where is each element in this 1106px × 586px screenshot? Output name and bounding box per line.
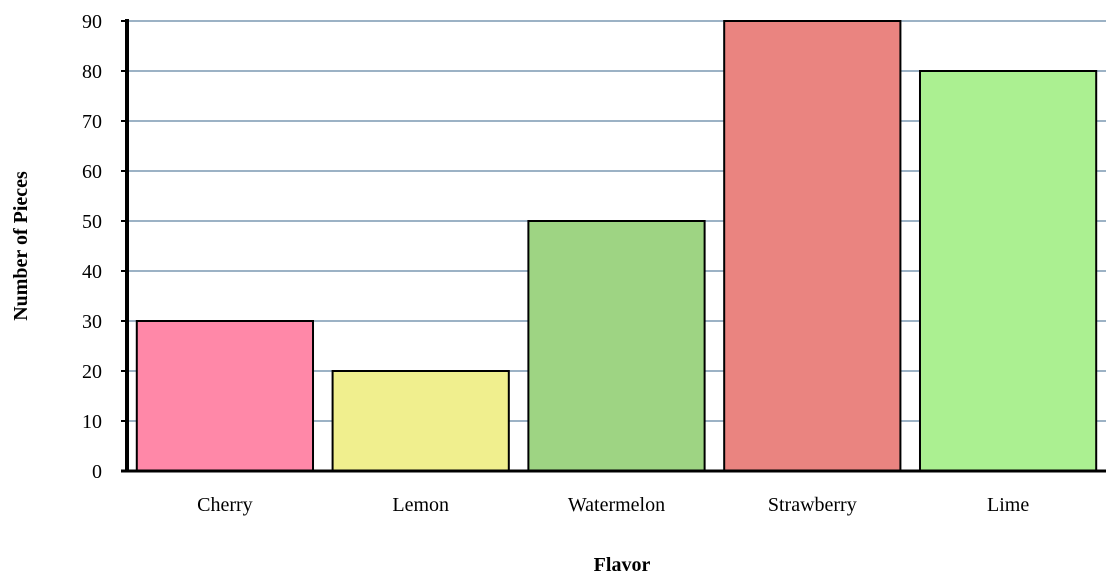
x-tick-labels: Cherry Lemon Watermelon Strawberry Lime [197, 494, 1029, 516]
x-tick-label: Lime [987, 494, 1029, 516]
y-tick-label: 90 [82, 11, 102, 33]
x-tick-label: Lemon [392, 494, 449, 516]
y-tick-label: 40 [82, 261, 102, 283]
bar-strawberry [723, 20, 902, 472]
bar-cherry [135, 320, 315, 472]
x-tick-label: Cherry [197, 494, 253, 516]
bar-lime [918, 70, 1098, 472]
y-tick-label: 50 [82, 211, 102, 233]
y-tick-label: 30 [82, 311, 102, 333]
x-tick-label: Watermelon [568, 494, 665, 516]
y-tick-label: 20 [82, 361, 102, 383]
x-axis-title: Flavor [594, 554, 651, 576]
y-tick-label: 80 [82, 61, 102, 83]
axes [121, 19, 1106, 473]
bar-watermelon [527, 220, 706, 472]
y-tick-label: 60 [82, 161, 102, 183]
x-tick-label: Strawberry [768, 494, 857, 516]
y-tick-labels: 0 10 20 30 40 50 60 70 80 90 [82, 11, 102, 483]
bars [135, 20, 1098, 472]
y-tick-label: 10 [82, 411, 102, 433]
y-tick-label: 0 [92, 461, 102, 483]
bar-lemon [331, 370, 510, 472]
y-axis-title: Number of Pieces [10, 171, 32, 321]
y-tick-label: 70 [82, 111, 102, 133]
